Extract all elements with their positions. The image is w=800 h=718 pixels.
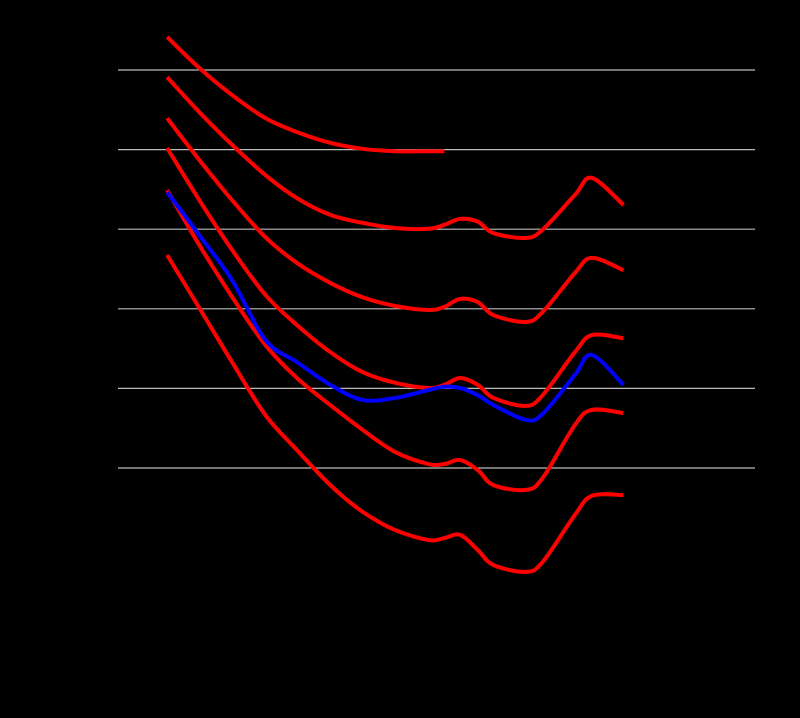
curve bbox=[165, 190, 625, 423]
curve bbox=[165, 189, 624, 493]
curve bbox=[165, 116, 625, 324]
curve bbox=[165, 35, 445, 154]
curve bbox=[165, 75, 625, 241]
curve bbox=[165, 254, 624, 574]
